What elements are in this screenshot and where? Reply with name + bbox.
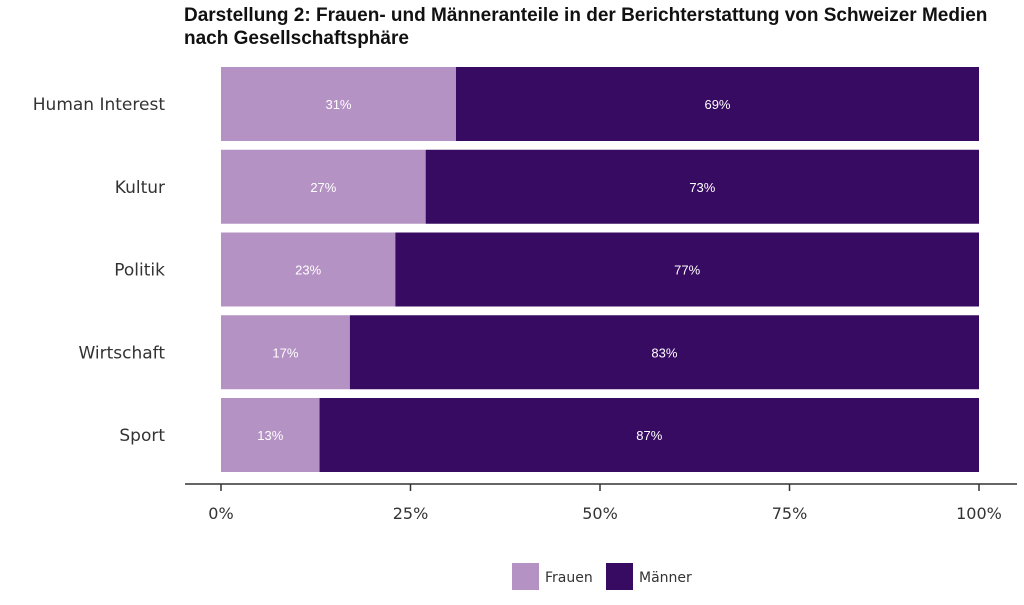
data-label-frauen: 17% bbox=[272, 345, 298, 360]
x-tick-label: 25% bbox=[393, 504, 429, 523]
legend: Frauen Männer bbox=[512, 563, 692, 590]
category-label: Human Interest bbox=[33, 95, 166, 115]
data-label-frauen: 31% bbox=[325, 97, 351, 112]
category-label: Wirtschaft bbox=[78, 343, 165, 363]
x-tick-label: 0% bbox=[208, 504, 233, 523]
data-label-frauen: 13% bbox=[257, 428, 283, 443]
bar-frauen bbox=[221, 149, 426, 224]
bar-frauen bbox=[221, 398, 320, 472]
data-label-m-nner: 77% bbox=[674, 263, 700, 278]
legend-label-frauen: Frauen bbox=[545, 570, 593, 586]
x-tick-label: 50% bbox=[582, 504, 618, 523]
data-label-m-nner: 87% bbox=[636, 428, 662, 443]
category-label: Sport bbox=[119, 426, 165, 446]
category-labels: Human Interest Kultur Politik Wirtschaft Spo… bbox=[33, 95, 166, 446]
data-label-frauen: 27% bbox=[310, 180, 336, 195]
x-tick-label: 100% bbox=[956, 504, 1002, 523]
bar-frauen bbox=[221, 232, 396, 307]
bar-m-nner bbox=[455, 67, 980, 141]
category-label: Politik bbox=[114, 261, 165, 281]
data-label-m-nner: 69% bbox=[704, 97, 730, 112]
bar-m-nner bbox=[349, 315, 979, 390]
bar-m-nner bbox=[395, 232, 980, 307]
legend-swatch-m-nner bbox=[606, 563, 633, 590]
category-label: Kultur bbox=[115, 178, 165, 198]
x-axis-ticks: 0% 25% 50% 75% 100% bbox=[208, 484, 1002, 523]
bar-m-nner bbox=[319, 398, 979, 472]
data-label-m-nner: 83% bbox=[651, 345, 677, 360]
data-label-m-nner: 73% bbox=[689, 180, 715, 195]
legend-label-m-nner: Männer bbox=[639, 570, 692, 586]
bars-group: 31% 69% 27% 73% 23% 77% 17% 83% 13% 87% bbox=[221, 67, 980, 472]
data-label-frauen: 23% bbox=[295, 263, 321, 278]
bar-m-nner bbox=[425, 149, 979, 224]
chart-title: Darstellung 2: Frauen- und Männeranteile… bbox=[184, 5, 988, 49]
bar-frauen bbox=[221, 67, 456, 141]
bar-frauen bbox=[221, 315, 350, 390]
x-tick-label: 75% bbox=[772, 504, 808, 523]
legend-swatch-frauen bbox=[512, 563, 539, 590]
